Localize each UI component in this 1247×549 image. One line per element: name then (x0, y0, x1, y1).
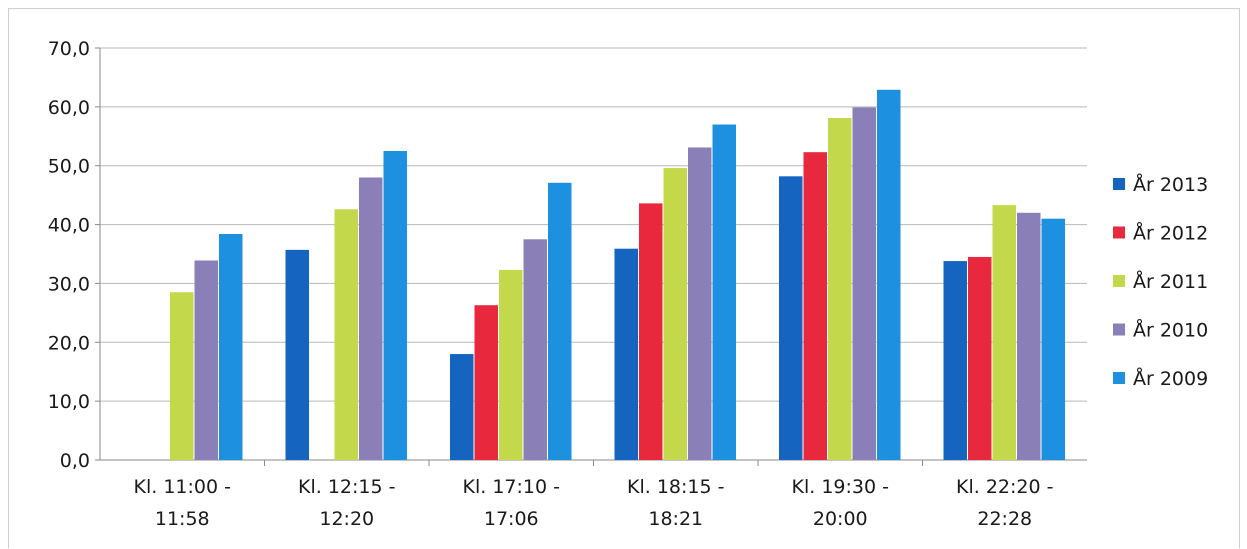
legend-label: År 2010 (1133, 319, 1208, 342)
x-axis-category-label: Kl. 17:10 - (463, 476, 560, 498)
bar (334, 209, 358, 460)
x-axis-category-label: Kl. 22:20 - (956, 476, 1053, 498)
x-axis-category-label: 17:06 (484, 508, 539, 530)
legend-swatch (1113, 323, 1125, 336)
bar (828, 118, 852, 460)
y-axis-tick-label: 70,0 (48, 38, 90, 60)
bar (712, 124, 736, 460)
bar (194, 260, 218, 460)
bar (639, 203, 663, 460)
bar (614, 248, 638, 460)
chart-frame (8, 8, 1240, 548)
bar (968, 256, 992, 460)
bar (779, 176, 803, 460)
bar (663, 168, 687, 460)
bar (688, 147, 712, 460)
bar (992, 205, 1016, 460)
bar (170, 292, 194, 460)
legend-swatch (1113, 178, 1125, 190)
y-axis-tick-label: 40,0 (48, 215, 90, 237)
bar (1041, 218, 1065, 460)
bar (359, 177, 383, 460)
x-axis-category-label: 22:28 (977, 508, 1032, 530)
y-axis-tick-label: 10,0 (48, 391, 90, 413)
gridlines (100, 47, 1087, 461)
bar (548, 182, 572, 461)
x-axis-category-label: 12:20 (319, 508, 374, 530)
bar (943, 261, 967, 460)
y-axis-tick-label: 50,0 (48, 156, 90, 178)
legend-label: År 2009 (1133, 367, 1208, 390)
bar (852, 107, 876, 461)
x-axis-category-labels: Kl. 11:00 - 11:58 Kl. 12:15 - 12:20 Kl. 17:1… (134, 476, 1054, 530)
x-axis-category-label: Kl. 19:30 - (792, 476, 889, 498)
bar (450, 354, 474, 460)
x-axis-category-label: 11:58 (155, 508, 210, 530)
bar (499, 269, 523, 460)
legend-swatch (1113, 275, 1125, 287)
y-axis-tick-label: 30,0 (48, 273, 90, 295)
y-axis-tick-label: 60,0 (48, 97, 90, 119)
legend: År 2013 År 2012 År 2011 År 2010 År 2009 (1113, 173, 1208, 390)
y-axis-tick-labels: 0,0 10,0 20,0 30,0 40,0 50,0 60,0 70,0 (48, 38, 90, 472)
bar (285, 249, 309, 460)
axes (95, 47, 1087, 466)
x-axis-category-label: 18:21 (648, 508, 703, 530)
bars (170, 89, 1065, 461)
bar (1017, 212, 1041, 460)
legend-label: År 2012 (1133, 222, 1208, 245)
legend-swatch (1113, 372, 1125, 384)
x-axis-category-label: Kl. 18:15 - (627, 476, 724, 498)
legend-swatch (1113, 226, 1125, 239)
bar (523, 239, 547, 460)
bar (803, 152, 827, 461)
y-axis-tick-label: 20,0 (48, 332, 90, 354)
x-axis-category-label: 20:00 (813, 508, 868, 530)
legend-label: År 2011 (1133, 270, 1208, 293)
x-axis-category-label: Kl. 12:15 - (298, 476, 395, 498)
y-axis-tick-label: 0,0 (60, 450, 90, 472)
legend-label: År 2013 (1133, 173, 1208, 196)
x-axis-category-label: Kl. 11:00 - (134, 476, 231, 498)
bar (219, 233, 243, 460)
bar (383, 151, 407, 460)
bar (877, 89, 901, 460)
bar (474, 305, 498, 460)
